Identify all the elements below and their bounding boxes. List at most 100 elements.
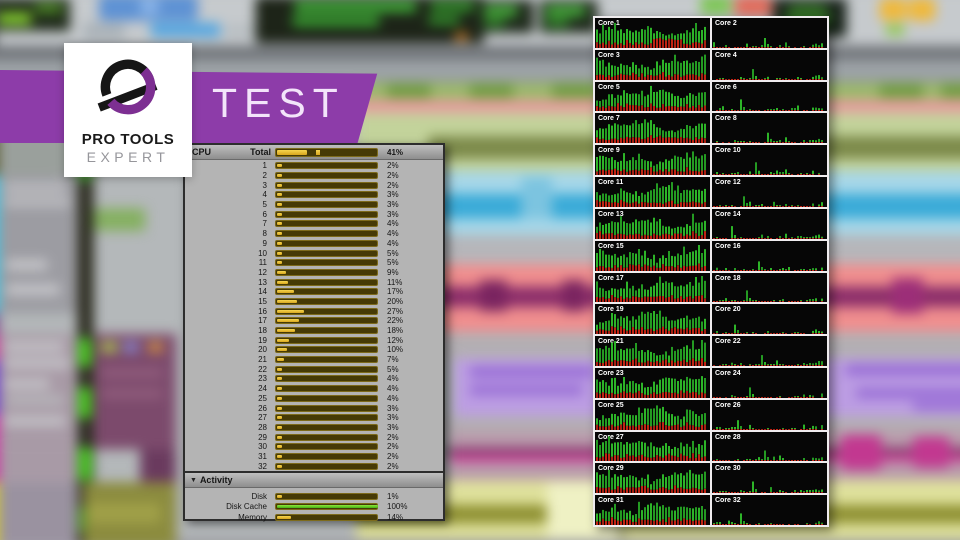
bg-block: [484, 19, 505, 26]
cpu-usage-bar: [275, 268, 378, 276]
cpu-usage-percent: 2%: [387, 451, 399, 461]
core-cell-28: Core 28: [712, 431, 827, 462]
bg-block: [140, 0, 159, 15]
core-cell-label: Core 4: [715, 51, 737, 59]
cpu-row-20: 20 10%: [185, 345, 443, 355]
cpu-row-number: 5: [262, 200, 267, 210]
cpu-usage-bar: [275, 288, 378, 296]
cpu-usage-fill: [277, 454, 283, 458]
bg-block: [845, 364, 960, 376]
cpu-usage-bar: [275, 278, 378, 286]
core-history-graph: [713, 481, 823, 494]
activity-usage-list: Disk 1% Disk Cache 100% Memory 14%: [185, 488, 443, 525]
cpu-usage-bar: [275, 259, 378, 267]
bg-block: [79, 337, 91, 367]
core-cell-13: Core 13: [595, 208, 710, 239]
core-cell-26: Core 26: [712, 399, 827, 430]
cpu-row-16: 16 27%: [185, 306, 443, 316]
activity-row-disk: Disk 1%: [185, 492, 443, 501]
bg-block: [100, 389, 163, 398]
cpu-usage-fill: [277, 425, 283, 429]
cpu-row-6: 6 3%: [185, 209, 443, 219]
cpu-row-3: 3 2%: [185, 180, 443, 190]
core-cell-2: Core 2: [712, 18, 827, 48]
bg-block: [912, 401, 960, 411]
core-cell-9: Core 9: [595, 145, 710, 176]
cpu-row-number: 1: [262, 161, 267, 171]
cpu-usage-percent: 4%: [387, 374, 399, 384]
core-history-graph: [596, 310, 706, 335]
core-history-graph: [713, 324, 823, 335]
core-cell-14: Core 14: [712, 208, 827, 239]
bg-block: [100, 342, 118, 353]
core-cell-label: Core 31: [598, 497, 624, 505]
activity-usage-percent: 14%: [387, 512, 404, 522]
core-cell-label: Core 15: [598, 242, 624, 250]
core-history-graph: [596, 470, 706, 494]
core-history-graph: [596, 276, 706, 303]
cpu-usage-bar: [275, 239, 378, 247]
cpu-row-number: 21: [258, 355, 267, 365]
bg-block: [4, 379, 50, 389]
cpu-usage-fill: [277, 445, 283, 449]
core-history-graph: [716, 99, 823, 112]
core-cell-25: Core 25: [595, 399, 710, 430]
activity-usage-bar: [275, 492, 378, 500]
cpu-usage-fill: [277, 241, 283, 245]
cpu-usage-bar: [275, 336, 378, 344]
cpu-usage-fill: [277, 174, 283, 178]
bg-block: [484, 6, 518, 16]
cpu-usage-percent: 17%: [387, 287, 404, 297]
cpu-usage-percent: 12%: [387, 335, 404, 345]
bg-block: [885, 24, 905, 36]
bg-block: [4, 197, 71, 207]
cpu-usage-fill: [277, 203, 283, 207]
cpu-row-number: 26: [258, 403, 267, 413]
cpu-usage-bar: [275, 307, 378, 315]
cpu-row-number: 3: [262, 180, 267, 190]
cpu-row-number: 16: [258, 306, 267, 316]
core-cell-3: Core 3: [595, 49, 710, 80]
cpu-usage-percent: 2%: [387, 461, 399, 471]
core-cell-32: Core 32: [712, 495, 827, 525]
bg-block: [941, 84, 960, 98]
core-history-graph: [596, 54, 706, 80]
pte-e-logo-icon: [97, 59, 158, 115]
core-history-graph: [713, 196, 823, 207]
cpu-row-12: 12 9%: [185, 268, 443, 278]
cpu-row-number: 23: [258, 374, 267, 384]
cpu-row-30: 30 2%: [185, 442, 443, 452]
core-cell-label: Core 12: [715, 179, 741, 187]
cpu-usage-fill: [277, 435, 283, 439]
cpu-usage-fill: [277, 222, 283, 226]
core-history-graph: [713, 225, 823, 239]
core-cell-1: Core 1: [595, 18, 710, 48]
cpu-usage-bar: [275, 433, 378, 441]
cpu-row-number: 20: [258, 345, 267, 355]
core-history-graph: [713, 162, 820, 176]
core-history-graph: [713, 355, 823, 366]
pro-tools-expert-logo: PRO TOOLS EXPERT: [64, 43, 192, 177]
core-cell-label: Core 25: [598, 401, 624, 409]
cpu-usage-fill: [277, 367, 283, 371]
bg-block: [879, 0, 907, 21]
activity-usage-bar: [275, 503, 378, 510]
cpu-usage-fill: [277, 358, 285, 362]
bg-block: [35, 4, 62, 13]
cpu-usage-bar: [275, 191, 378, 199]
cpu-total-bar: [275, 147, 378, 157]
cpu-section-header[interactable]: CPU Total 41%: [185, 145, 443, 160]
activity-usage-fill: [277, 494, 283, 498]
bg-block: [469, 385, 583, 395]
cpu-row-31: 31 2%: [185, 452, 443, 462]
core-history-graph: [713, 419, 823, 430]
activity-row-label: Disk: [251, 491, 267, 501]
core-cell-label: Core 14: [715, 210, 741, 218]
disclosure-triangle-icon[interactable]: ▼: [190, 476, 197, 484]
core-cell-label: Core 16: [715, 242, 741, 250]
cpu-usage-percent: 9%: [387, 267, 399, 277]
cpu-row-number: 4: [262, 190, 267, 200]
activity-section-header[interactable]: ▼ Activity: [185, 471, 443, 488]
cpu-row-number: 29: [258, 432, 267, 442]
core-cell-18: Core 18: [712, 272, 827, 303]
